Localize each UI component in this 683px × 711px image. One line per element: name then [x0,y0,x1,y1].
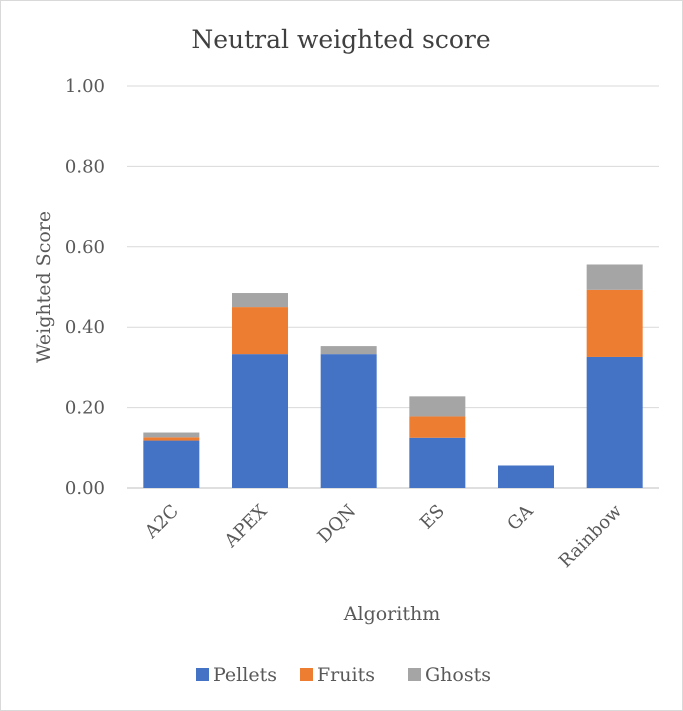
legend-swatch-pellets [196,668,209,681]
x-tick-label: A2C [140,501,183,544]
bar-fruits-rainbow [586,289,643,357]
bar-ghosts-es [409,396,466,417]
x-tick-label: GA [503,500,538,535]
y-tick-label: 0.80 [65,156,105,177]
bar-pellets-dqn [320,354,377,488]
bar-fruits-apex [232,307,288,355]
gridlines [127,85,659,489]
y-tick-label: 0.20 [65,398,105,419]
legend-swatch-ghosts [408,668,421,681]
bar-pellets-apex [232,354,288,488]
legend-swatch-fruits [300,668,313,681]
y-tick-label: 0.60 [65,237,105,258]
bar-fruits-a2c [143,437,200,441]
y-tick-label: 1.00 [65,76,105,97]
legend-label-fruits: Fruits [317,664,375,686]
x-axis-label: Algorithm [343,603,440,625]
bar-ghosts-a2c [143,432,200,438]
bar-pellets-rainbow [586,356,643,488]
bar-fruits-es [409,416,466,438]
y-axis-label: Weighted Score [33,211,55,363]
y-tick-label: 0.40 [65,317,105,338]
bar-pellets-a2c [143,440,200,488]
bar-ghosts-apex [232,293,288,308]
x-tick-label: ES [416,501,449,534]
bar-pellets-ga [498,465,554,488]
legend-label-ghosts: Ghosts [425,664,491,686]
legend: Pellets Fruits Ghosts [196,664,491,686]
x-tick-label: APEX [220,501,272,553]
x-tick-label: DQN [314,501,361,548]
bar-pellets-es [409,437,466,488]
bar-ghosts-dqn [320,346,377,355]
x-axis-ticks: A2C APEX DQN ES GA Rainbow [140,500,626,572]
bar-ghosts-rainbow [586,264,643,290]
legend-label-pellets: Pellets [213,664,277,686]
bars [143,264,643,488]
x-tick-label: Rainbow [555,500,627,572]
chart-title: Neutral weighted score [191,25,490,54]
y-axis-ticks: 0.00 0.20 0.40 0.60 0.80 1.00 [65,76,105,499]
y-tick-label: 0.00 [65,478,105,499]
